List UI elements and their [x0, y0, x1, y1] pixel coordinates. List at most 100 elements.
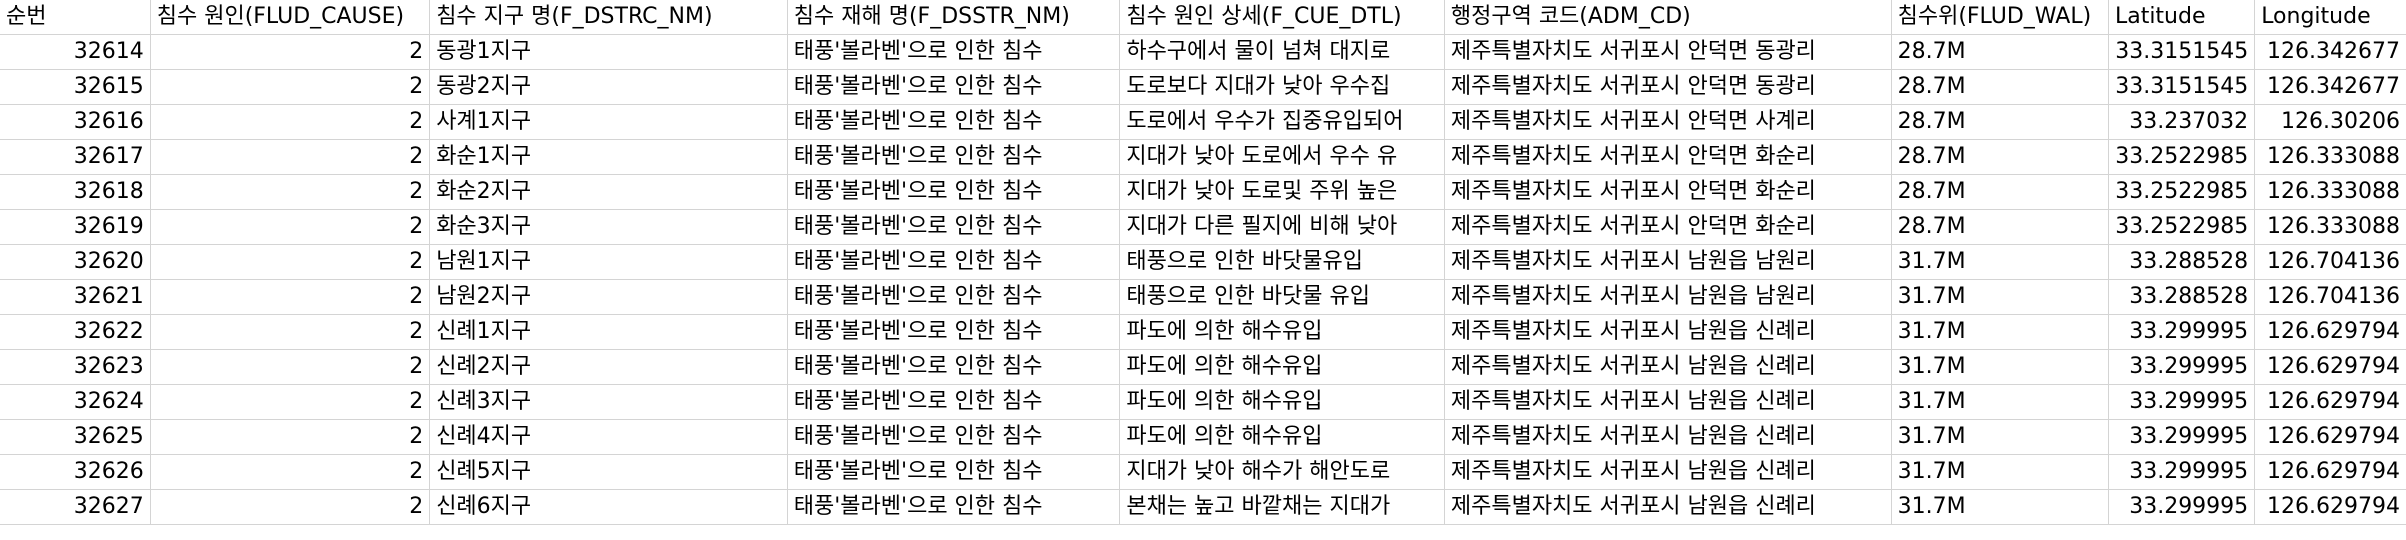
cell-disaster[interactable]: 태풍'볼라벤'으로 인한 침수: [787, 69, 1121, 106]
cell-lat[interactable]: 33.299995: [2108, 384, 2256, 421]
cell-level[interactable]: 31.7M: [1891, 279, 2109, 316]
cell-seq[interactable]: 32614: [0, 34, 151, 71]
cell-district[interactable]: 화순1지구: [429, 139, 788, 176]
cell-lon[interactable]: 126.629794: [2254, 349, 2406, 386]
cell-lat[interactable]: 33.299995: [2108, 454, 2256, 491]
cell-detail[interactable]: 파도에 의한 해수유입: [1119, 419, 1445, 456]
cell-disaster[interactable]: 태풍'볼라벤'으로 인한 침수: [787, 419, 1121, 456]
cell-lat[interactable]: 33.288528: [2108, 244, 2256, 281]
cell-level[interactable]: 28.7M: [1891, 34, 2109, 71]
cell-disaster[interactable]: 태풍'볼라벤'으로 인한 침수: [787, 244, 1121, 281]
cell-detail[interactable]: 태풍으로 인한 바닷물 유입: [1119, 279, 1445, 316]
cell-lat[interactable]: 33.3151545: [2108, 69, 2256, 106]
column-header-lat[interactable]: Latitude: [2108, 0, 2256, 36]
cell-admcode[interactable]: 제주특별자치도 서귀포시 남원읍 신례리: [1444, 419, 1892, 456]
cell-cause[interactable]: 2: [150, 244, 431, 281]
cell-level[interactable]: 31.7M: [1891, 314, 2109, 351]
cell-lat[interactable]: 33.2522985: [2108, 174, 2256, 211]
cell-district[interactable]: 동광1지구: [429, 34, 788, 71]
cell-detail[interactable]: 본채는 높고 바깥채는 지대가: [1119, 489, 1445, 526]
cell-disaster[interactable]: 태풍'볼라벤'으로 인한 침수: [787, 384, 1121, 421]
cell-district[interactable]: 신례3지구: [429, 384, 788, 421]
cell-seq[interactable]: 32625: [0, 419, 151, 456]
cell-lat[interactable]: 33.288528: [2108, 279, 2256, 316]
cell-district[interactable]: 남원1지구: [429, 244, 788, 281]
cell-district[interactable]: 신례1지구: [429, 314, 788, 351]
cell-admcode[interactable]: 제주특별자치도 서귀포시 안덕면 사계리: [1444, 104, 1892, 141]
cell-district[interactable]: 신례4지구: [429, 419, 788, 456]
cell-lon[interactable]: 126.629794: [2254, 419, 2406, 456]
cell-lat[interactable]: 33.299995: [2108, 314, 2256, 351]
cell-lon[interactable]: 126.333088: [2254, 209, 2406, 246]
cell-disaster[interactable]: 태풍'볼라벤'으로 인한 침수: [787, 314, 1121, 351]
cell-level[interactable]: 28.7M: [1891, 139, 2109, 176]
cell-seq[interactable]: 32617: [0, 139, 151, 176]
cell-cause[interactable]: 2: [150, 489, 431, 526]
cell-cause[interactable]: 2: [150, 454, 431, 491]
cell-lat[interactable]: 33.299995: [2108, 489, 2256, 526]
cell-cause[interactable]: 2: [150, 174, 431, 211]
cell-admcode[interactable]: 제주특별자치도 서귀포시 남원읍 신례리: [1444, 349, 1892, 386]
cell-disaster[interactable]: 태풍'볼라벤'으로 인한 침수: [787, 349, 1121, 386]
column-header-admcode[interactable]: 행정구역 코드(ADM_CD): [1444, 0, 1892, 36]
cell-disaster[interactable]: 태풍'볼라벤'으로 인한 침수: [787, 34, 1121, 71]
cell-level[interactable]: 31.7M: [1891, 489, 2109, 526]
cell-level[interactable]: 28.7M: [1891, 209, 2109, 246]
cell-district[interactable]: 화순2지구: [429, 174, 788, 211]
cell-district[interactable]: 신례6지구: [429, 489, 788, 526]
cell-level[interactable]: 28.7M: [1891, 104, 2109, 141]
cell-detail[interactable]: 지대가 다른 필지에 비해 낮아: [1119, 209, 1445, 246]
cell-detail[interactable]: 하수구에서 물이 넘쳐 대지로: [1119, 34, 1445, 71]
column-header-disaster[interactable]: 침수 재해 명(F_DSSTR_NM): [787, 0, 1121, 36]
cell-cause[interactable]: 2: [150, 209, 431, 246]
cell-seq[interactable]: 32627: [0, 489, 151, 526]
cell-cause[interactable]: 2: [150, 314, 431, 351]
cell-lat[interactable]: 33.2522985: [2108, 139, 2256, 176]
cell-disaster[interactable]: 태풍'볼라벤'으로 인한 침수: [787, 454, 1121, 491]
cell-detail[interactable]: 태풍으로 인한 바닷물유입: [1119, 244, 1445, 281]
column-header-district[interactable]: 침수 지구 명(F_DSTRC_NM): [429, 0, 788, 36]
cell-seq[interactable]: 32615: [0, 69, 151, 106]
cell-lon[interactable]: 126.629794: [2254, 489, 2406, 526]
cell-district[interactable]: 사계1지구: [429, 104, 788, 141]
cell-lon[interactable]: 126.704136: [2254, 244, 2406, 281]
cell-lon[interactable]: 126.704136: [2254, 279, 2406, 316]
cell-cause[interactable]: 2: [150, 419, 431, 456]
column-header-lon[interactable]: Longitude: [2254, 0, 2406, 36]
cell-disaster[interactable]: 태풍'볼라벤'으로 인한 침수: [787, 279, 1121, 316]
cell-admcode[interactable]: 제주특별자치도 서귀포시 안덕면 화순리: [1444, 209, 1892, 246]
cell-level[interactable]: 28.7M: [1891, 69, 2109, 106]
cell-seq[interactable]: 32621: [0, 279, 151, 316]
cell-seq[interactable]: 32618: [0, 174, 151, 211]
cell-seq[interactable]: 32619: [0, 209, 151, 246]
cell-admcode[interactable]: 제주특별자치도 서귀포시 안덕면 화순리: [1444, 139, 1892, 176]
column-header-cause[interactable]: 침수 원인(FLUD_CAUSE): [150, 0, 431, 36]
cell-cause[interactable]: 2: [150, 34, 431, 71]
cell-detail[interactable]: 지대가 낮아 도로에서 우수 유: [1119, 139, 1445, 176]
cell-detail[interactable]: 파도에 의한 해수유입: [1119, 314, 1445, 351]
cell-lon[interactable]: 126.342677: [2254, 69, 2406, 106]
cell-detail[interactable]: 파도에 의한 해수유입: [1119, 384, 1445, 421]
cell-lon[interactable]: 126.629794: [2254, 314, 2406, 351]
cell-lat[interactable]: 33.2522985: [2108, 209, 2256, 246]
cell-level[interactable]: 28.7M: [1891, 174, 2109, 211]
cell-admcode[interactable]: 제주특별자치도 서귀포시 남원읍 신례리: [1444, 489, 1892, 526]
cell-cause[interactable]: 2: [150, 279, 431, 316]
cell-lon[interactable]: 126.629794: [2254, 454, 2406, 491]
cell-admcode[interactable]: 제주특별자치도 서귀포시 남원읍 신례리: [1444, 314, 1892, 351]
cell-seq[interactable]: 32626: [0, 454, 151, 491]
cell-seq[interactable]: 32623: [0, 349, 151, 386]
cell-lon[interactable]: 126.30206: [2254, 104, 2406, 141]
cell-detail[interactable]: 지대가 낮아 해수가 해안도로: [1119, 454, 1445, 491]
cell-disaster[interactable]: 태풍'볼라벤'으로 인한 침수: [787, 139, 1121, 176]
cell-detail[interactable]: 도로에서 우수가 집중유입되어: [1119, 104, 1445, 141]
cell-district[interactable]: 동광2지구: [429, 69, 788, 106]
cell-admcode[interactable]: 제주특별자치도 서귀포시 안덕면 화순리: [1444, 174, 1892, 211]
cell-lon[interactable]: 126.342677: [2254, 34, 2406, 71]
column-header-seq[interactable]: 순번: [0, 0, 151, 36]
cell-district[interactable]: 화순3지구: [429, 209, 788, 246]
column-header-detail[interactable]: 침수 원인 상세(F_CUE_DTL): [1119, 0, 1445, 36]
cell-seq[interactable]: 32624: [0, 384, 151, 421]
cell-admcode[interactable]: 제주특별자치도 서귀포시 남원읍 신례리: [1444, 384, 1892, 421]
cell-admcode[interactable]: 제주특별자치도 서귀포시 남원읍 남원리: [1444, 244, 1892, 281]
